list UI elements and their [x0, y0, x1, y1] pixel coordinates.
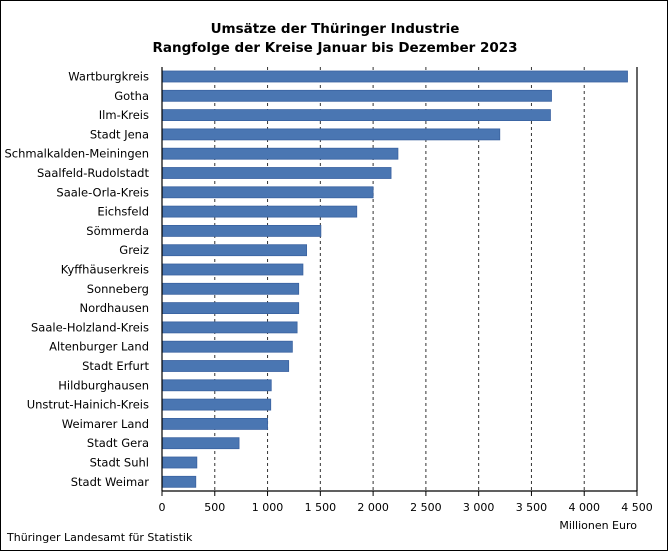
x-tick-label: 3 000: [463, 501, 495, 514]
category-label: Stadt Jena: [90, 127, 149, 141]
category-label: Stadt Suhl: [90, 456, 149, 470]
category-label: Greiz: [119, 243, 149, 257]
x-tick-label: 4 000: [568, 501, 600, 514]
category-label: Saale-Orla-Kreis: [56, 185, 149, 199]
bar: [161, 167, 392, 179]
category-label: Eichsfeld: [97, 205, 149, 219]
chart-title-line-1: Umsätze der Thüringer Industrie: [211, 21, 460, 37]
category-label: Weimarer Land: [62, 417, 149, 431]
x-tick-label: 2 500: [410, 501, 442, 514]
bar: [161, 147, 399, 160]
bar: [161, 321, 298, 334]
bar: [161, 282, 300, 295]
bar: [161, 456, 198, 469]
bar: [161, 417, 268, 430]
category-label: Stadt Weimar: [71, 475, 150, 489]
category-label: Hildburghausen: [58, 378, 149, 392]
category-label: Wartburgkreis: [68, 70, 149, 84]
bar: [161, 263, 304, 276]
x-tick-label: 1 500: [305, 501, 337, 514]
x-tick-label: 0: [159, 501, 166, 514]
bar: [161, 224, 322, 237]
bar: [161, 437, 240, 450]
category-label: Saalfeld-Rudolstadt: [37, 166, 149, 180]
bar: [161, 70, 628, 83]
bar: [161, 205, 358, 218]
bar: [161, 360, 290, 372]
category-label: Altenburger Land: [49, 340, 149, 354]
category-label: Sonneberg: [87, 282, 149, 296]
category-label: Unstrut-Hainich-Kreis: [27, 398, 149, 412]
chart-title-line-2: Rangfolge der Kreise Januar bis Dezember…: [152, 40, 517, 56]
bar: [161, 475, 197, 488]
category-label: Kyffhäuserkreis: [61, 263, 149, 277]
category-label: Stadt Erfurt: [82, 359, 149, 373]
category-label: Saale-Holzland-Kreis: [31, 320, 149, 334]
category-label: Schmalkalden-Meiningen: [5, 147, 150, 161]
x-tick-label: 2 000: [357, 501, 389, 514]
category-label: Stadt Gera: [87, 436, 149, 450]
x-tick-label: 500: [204, 501, 225, 514]
category-label: Ilm-Kreis: [99, 108, 149, 122]
category-label: Nordhausen: [80, 301, 149, 315]
bar: [161, 340, 293, 353]
bar: [161, 186, 374, 199]
x-tick-label: 1 000: [252, 501, 284, 514]
x-tick-label: 4 500: [621, 501, 653, 514]
bar: [161, 302, 300, 315]
x-axis-label: Millionen Euro: [559, 519, 637, 532]
bar: [161, 89, 552, 102]
bar: [161, 398, 272, 411]
x-tick-label: 3 500: [516, 501, 548, 514]
category-label: Sömmerda: [86, 224, 149, 238]
bar: [161, 128, 501, 141]
bar: [161, 379, 272, 392]
bar: [161, 244, 308, 257]
source-note: Thüringer Landesamt für Statistik: [6, 531, 193, 544]
bar: [161, 109, 551, 121]
category-label: Gotha: [114, 89, 149, 103]
